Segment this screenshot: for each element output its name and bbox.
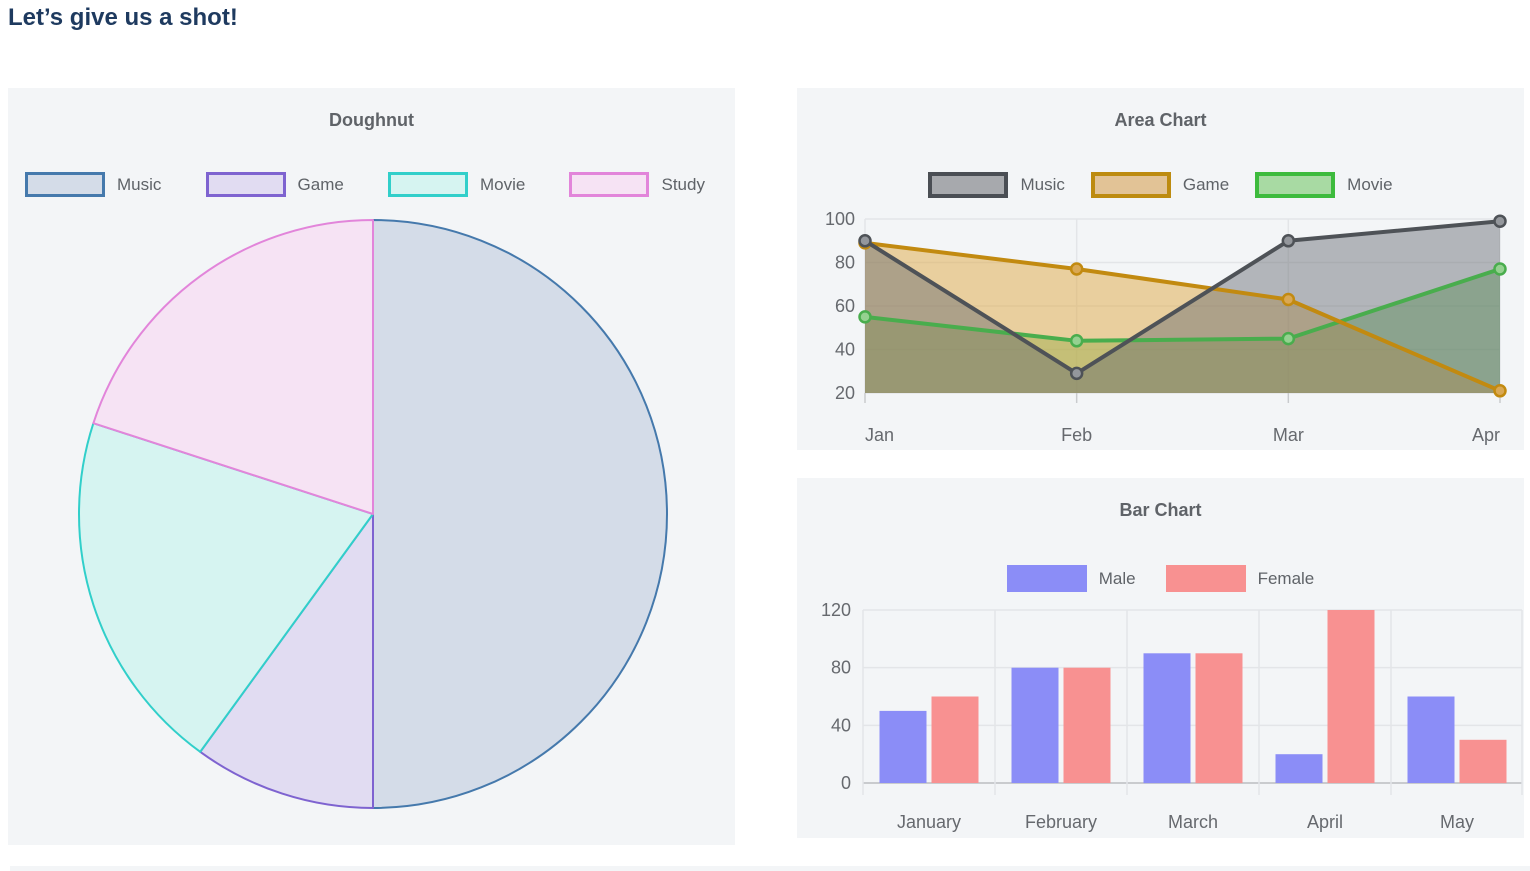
area-legend: Music Game Movie [797,172,1524,198]
y-tick-label: 100 [825,209,855,229]
bar-chart-canvas: 0 40 80 120 January February March April May [821,600,1523,832]
x-tick-label: Feb [1061,425,1092,445]
bar-chart-panel: Bar Chart Male Female 0 40 80 120 January Febr… [797,478,1524,838]
legend-swatch-game [205,172,286,197]
data-point-music-jan [858,234,872,248]
data-point-movie-jan [858,310,872,324]
pie-slice-music [372,219,668,809]
legend-item-game[interactable]: Game [1090,172,1230,198]
area-chart-title: Area Chart [1114,110,1207,130]
x-tick-label: Jan [865,425,894,445]
legend-item-music[interactable]: Music [25,172,161,197]
doughnut-chart-canvas [78,219,668,809]
y-tick-label: 0 [841,773,851,793]
data-point-game-mar [1281,292,1296,307]
area-line-game [864,240,1501,393]
legend-label: Female [1257,568,1315,588]
bar-male-may [1407,696,1455,783]
x-tick-label: Mar [1273,425,1304,445]
legend-label: Music [117,174,162,194]
legend-label: Study [661,174,705,194]
legend-item-study[interactable]: Study [569,172,705,197]
legend-swatch-study [569,172,650,197]
x-tick-label: May [1440,812,1474,832]
legend-swatch-music [25,172,105,197]
next-panel-edge [10,866,1530,871]
bar-female-april [1327,610,1375,783]
legend-label: Music [1020,175,1065,194]
data-point-movie-mar [1281,331,1296,346]
legend-item-movie[interactable]: Movie [1255,172,1393,198]
doughnut-chart-panel: Doughnut Music Game Movie Study [8,88,735,845]
bar-female-march [1195,653,1243,784]
area-chart-panel: Area Chart Music Game Movie 20 40 60 80 100 Jan… [797,88,1524,450]
legend-swatch-music [928,172,1009,198]
x-tick-label: March [1168,812,1218,832]
legend-swatch-game [1090,172,1171,198]
legend-label: Game [1182,175,1230,194]
pie-slice-study [92,219,374,515]
x-tick-label: April [1307,812,1343,832]
y-tick-label: 40 [831,715,851,735]
area-line-movie [864,267,1501,343]
legend-swatch-movie [1255,172,1336,198]
y-tick-label: 80 [831,658,851,678]
bar-female-january [931,696,979,783]
y-tick-label: 20 [835,383,855,403]
bar-male-january [879,710,927,783]
bar-chart-title: Bar Chart [1119,500,1202,520]
legend-swatch-movie [387,172,468,197]
y-tick-label: 80 [835,253,855,273]
x-tick-label: January [897,812,961,832]
area-fill-game [865,242,1500,393]
bar-male-march [1143,653,1191,784]
data-point-movie-apr [1493,262,1507,276]
bar-male-february [1011,667,1059,783]
data-point-music-feb [1069,366,1084,381]
x-tick-label: February [1025,812,1097,832]
legend-item-male[interactable]: Male [1006,565,1136,592]
x-tick-label: Apr [1472,425,1500,445]
legend-item-movie[interactable]: Movie [387,172,526,197]
data-point-music-mar [1281,234,1296,248]
y-tick-label: 120 [821,600,851,620]
y-tick-label: 40 [835,340,855,360]
bar-female-may [1459,739,1507,784]
bar-female-february [1063,667,1111,783]
legend-item-female[interactable]: Female [1165,565,1315,592]
legend-swatch-male [1006,565,1087,592]
page-title: Let’s give us a shot! [8,4,238,31]
data-point-music-apr [1493,214,1507,228]
legend-swatch-female [1165,565,1246,592]
data-point-movie-feb [1069,334,1084,348]
legend-label: Movie [1347,175,1393,194]
legend-label: Movie [479,174,526,194]
legend-label: Male [1098,568,1136,588]
pie-slice-movie [78,422,374,753]
legend-item-game[interactable]: Game [205,172,344,197]
doughnut-chart-title: Doughnut [329,110,414,130]
pie-slice-game [199,513,374,809]
bar-legend: Male Female [797,565,1524,592]
area-chart-canvas: 20 40 60 80 100 Jan Feb Mar Apr [825,209,1507,445]
data-point-game-feb [1069,262,1084,276]
legend-item-music[interactable]: Music [928,172,1065,198]
y-tick-label: 60 [835,296,855,316]
bar-male-april [1275,754,1323,783]
legend-label: Game [297,174,344,194]
area-line-music [863,219,1501,376]
data-point-game-apr [1493,384,1507,398]
doughnut-legend: Music Game Movie Study [8,172,735,197]
